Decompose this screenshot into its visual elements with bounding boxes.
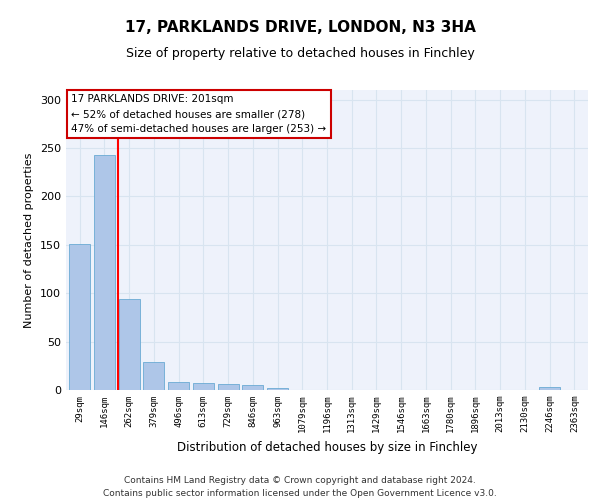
X-axis label: Distribution of detached houses by size in Finchley: Distribution of detached houses by size … (177, 441, 477, 454)
Bar (242, 385, 263, 390)
Text: 17, PARKLANDS DRIVE, LONDON, N3 3HA: 17, PARKLANDS DRIVE, LONDON, N3 3HA (125, 20, 475, 35)
Bar (94, 155, 115, 390)
Y-axis label: Number of detached properties: Number of detached properties (25, 152, 34, 328)
Bar (539, 387, 560, 390)
Text: Contains HM Land Registry data © Crown copyright and database right 2024.
Contai: Contains HM Land Registry data © Crown c… (103, 476, 497, 498)
Text: Size of property relative to detached houses in Finchley: Size of property relative to detached ho… (125, 48, 475, 60)
Bar (168, 382, 189, 390)
Bar (69, 244, 90, 390)
Text: 17 PARKLANDS DRIVE: 201sqm
← 52% of detached houses are smaller (278)
47% of sem: 17 PARKLANDS DRIVE: 201sqm ← 52% of deta… (71, 94, 326, 134)
Bar (218, 384, 239, 390)
Bar (193, 383, 214, 390)
Bar (267, 388, 288, 390)
Bar (119, 299, 140, 390)
Bar (143, 362, 164, 390)
